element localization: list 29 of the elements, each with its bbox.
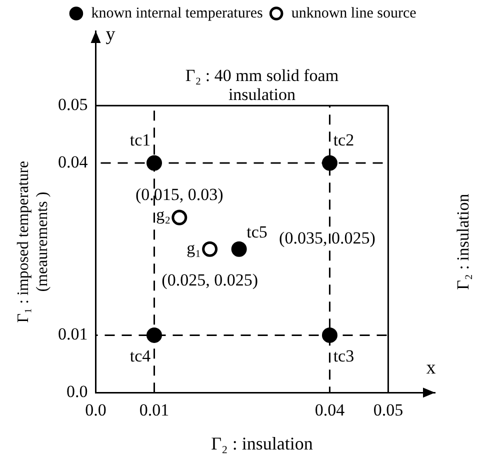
point [202,241,218,257]
y-tick-label: 0.01 [58,324,88,344]
data-label: tc3 [333,346,354,366]
annotation: (0.025, 0.025) [162,270,258,290]
annotation: (0.035, 0.025) [279,228,376,248]
y-tick-label: 0.04 [58,152,88,172]
y-axis-title: y [106,24,116,45]
x-tick-label: 0.01 [139,400,170,420]
data-label: tc4 [130,346,152,366]
data-label: tc2 [333,130,354,150]
y-tick-label: 0.05 [58,95,88,114]
annotation: (0.015, 0.03) [135,185,224,204]
data-label: g₂ [156,205,171,224]
x-tick-label: 0.0 [85,400,106,420]
data-label: tc5 [246,222,268,242]
x-tick-label: 0.04 [314,400,346,420]
point [231,241,247,257]
annotation: Γ₂ : 40 mm solid foam insulation [185,66,339,104]
legend-label: known internal temperatures [91,5,263,22]
point [172,210,188,226]
x-tick-label: 0.05 [373,400,404,420]
text: Γ₂ : insulation [453,193,472,290]
text: Γ₁ : imposed temperature (meaurements ) [15,160,52,323]
data-label: g₁ [186,238,202,258]
y-tick-label: 0.0 [66,382,88,402]
legend-label: unknown line source [291,5,417,22]
x-axis-title: x [426,358,436,379]
text: Γ₂ : insulation [211,434,313,454]
data-label: tc1 [130,130,151,150]
